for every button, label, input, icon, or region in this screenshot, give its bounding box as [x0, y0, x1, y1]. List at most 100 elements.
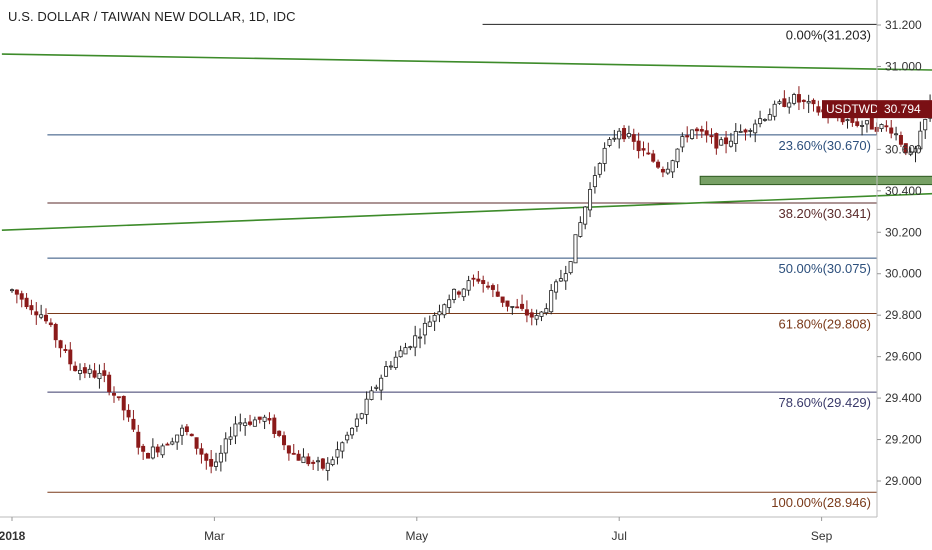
- candle-body: [573, 234, 578, 264]
- candle-body: [913, 148, 918, 153]
- candle-body: [121, 395, 126, 411]
- candle-body: [131, 418, 136, 430]
- fib-label: 23.60%(30.670): [778, 138, 871, 153]
- candle-body: [510, 306, 515, 308]
- time-tick-label: 2018: [0, 529, 26, 543]
- candle-body: [306, 456, 311, 465]
- candle-body: [646, 152, 651, 155]
- candle-body: [898, 135, 903, 145]
- candle-body: [675, 148, 680, 163]
- candle-body: [73, 365, 78, 372]
- candle-body: [24, 297, 29, 308]
- fib-label: 0.00%(31.203): [786, 27, 871, 42]
- candle-body: [636, 140, 641, 152]
- candle-body: [272, 417, 277, 434]
- candle-body: [126, 409, 131, 418]
- candle-body: [384, 366, 389, 377]
- candle-body: [311, 461, 316, 464]
- candle-body: [660, 168, 665, 173]
- price-tick-label: 31.000: [885, 59, 922, 73]
- candle-body: [418, 336, 423, 339]
- price-tick-label: 29.600: [885, 350, 922, 364]
- candle-body: [238, 422, 243, 425]
- candle-body: [554, 281, 559, 293]
- fib-label: 61.80%(29.808): [778, 317, 871, 332]
- time-tick-label: Mar: [204, 529, 225, 543]
- candle-body: [175, 434, 180, 443]
- trend-line: [1, 192, 932, 231]
- candle-body: [189, 433, 194, 437]
- candle-body: [762, 119, 767, 121]
- support-resistance-zones: [699, 175, 932, 186]
- candle-body: [466, 280, 471, 291]
- candle-body: [631, 134, 636, 142]
- price-tick-label: 29.800: [885, 308, 922, 322]
- candle-body: [325, 462, 330, 471]
- chart-title: U.S. DOLLAR / TAIWAN NEW DOLLAR, 1D, IDC: [8, 9, 296, 24]
- candle-body: [388, 365, 393, 368]
- candle-body: [539, 311, 544, 317]
- candle-body: [894, 133, 899, 136]
- candle-body: [29, 305, 34, 311]
- candle-body: [447, 299, 452, 308]
- candle-body: [359, 413, 364, 419]
- candle-body: [515, 306, 520, 309]
- candle-body: [170, 441, 175, 445]
- candle-body: [544, 308, 549, 314]
- candle-body: [374, 386, 379, 389]
- candle-body: [437, 311, 442, 316]
- candle-body: [403, 347, 408, 355]
- candle-body: [82, 367, 87, 374]
- candle-body: [612, 137, 617, 140]
- candle-body: [743, 129, 748, 133]
- candle-body: [257, 416, 262, 420]
- candle-body: [19, 293, 24, 300]
- candle-body: [180, 427, 185, 436]
- candle-body: [622, 128, 627, 140]
- candle-body: [845, 119, 850, 122]
- time-tick-label: Jul: [612, 529, 627, 543]
- candle-body: [408, 346, 413, 349]
- price-tick-label: 30.600: [885, 142, 922, 156]
- candle-body: [209, 458, 214, 467]
- candle-body: [782, 98, 787, 107]
- candle-body: [860, 125, 865, 127]
- candle-body: [364, 398, 369, 415]
- candle-body: [427, 321, 432, 327]
- candle-body: [588, 189, 593, 211]
- candle-body: [223, 438, 228, 454]
- candle-body: [87, 368, 92, 374]
- candle-body: [656, 161, 661, 168]
- candle-body: [146, 453, 151, 459]
- candle-body: [864, 120, 869, 125]
- last-price-box: [877, 100, 932, 119]
- candle-body: [78, 369, 83, 374]
- candle-body: [558, 278, 563, 282]
- candle-body: [262, 416, 267, 422]
- candle-body: [150, 446, 155, 459]
- candle-body: [758, 118, 763, 125]
- last-price-value: 30.794: [884, 102, 921, 116]
- candle-body: [471, 277, 476, 280]
- candle-body: [320, 458, 325, 469]
- candle-body: [811, 99, 816, 105]
- candle-body: [651, 153, 656, 162]
- candle-body: [165, 443, 170, 446]
- fib-label: 100.00%(28.946): [771, 495, 871, 510]
- candle-body: [452, 288, 457, 300]
- symbol-label: USDTWD: [826, 102, 879, 116]
- trend-line: [1, 53, 932, 71]
- candle-body: [602, 147, 607, 164]
- candle-body: [597, 163, 602, 175]
- candle-body: [714, 133, 719, 149]
- candle-body: [724, 137, 729, 145]
- candle-body: [354, 418, 359, 427]
- candle-body: [277, 430, 282, 436]
- candle-body: [796, 94, 801, 103]
- price-tick-label: 30.000: [885, 267, 922, 281]
- candle-body: [14, 289, 19, 295]
- candle-body: [350, 427, 355, 436]
- candle-body: [199, 448, 204, 455]
